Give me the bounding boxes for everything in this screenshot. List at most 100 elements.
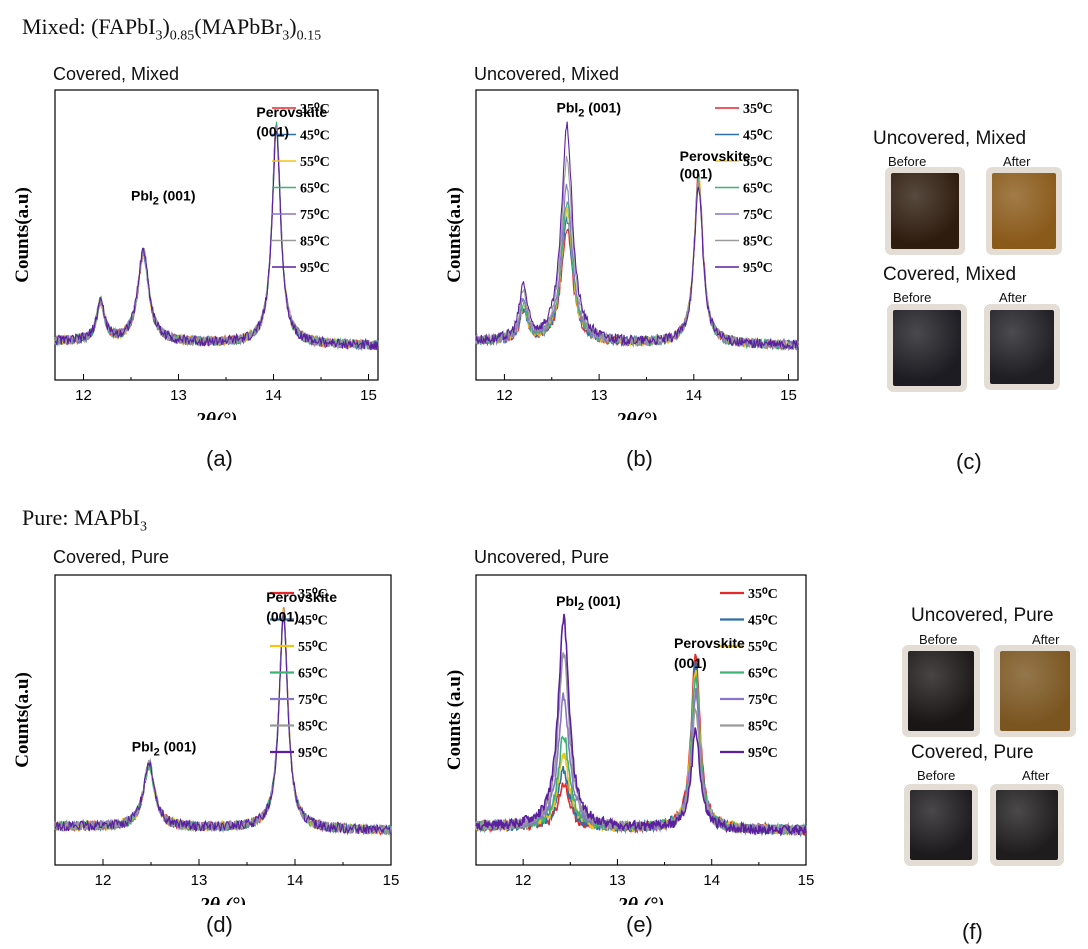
y-axis-label: Counts(a.u) — [12, 672, 33, 768]
legend-label: 35⁰C — [300, 102, 330, 117]
caption-f: (f) — [962, 919, 983, 944]
legend-label: 95⁰C — [743, 261, 773, 276]
peak-annotation: Perovskite — [674, 635, 745, 651]
series-line-55c — [54, 608, 392, 837]
x-tick-label: 15 — [383, 872, 400, 889]
caption-e: (e) — [626, 912, 653, 937]
legend-label: 55⁰C — [298, 640, 328, 655]
legend-label: 65⁰C — [743, 182, 773, 197]
photo-covered-mixed-before-label: Before — [893, 290, 932, 305]
photo-uncovered-pure-after — [1000, 651, 1070, 731]
legend-label: 55⁰C — [743, 155, 773, 170]
x-tick-label: 14 — [685, 387, 702, 404]
photo-covered-pure-title: Covered, Pure — [911, 742, 1034, 763]
photo-covered-mixed-after — [990, 310, 1054, 384]
photo-covered-pure-after-label: After — [1022, 768, 1050, 783]
peak-annotation: (001) — [674, 655, 707, 671]
legend-label: 95⁰C — [298, 746, 328, 761]
peak-annotation: (001) — [266, 609, 299, 625]
x-tick-label: 13 — [170, 387, 187, 404]
panel-b-title: Uncovered, Mixed — [474, 64, 620, 84]
legend-label: 45⁰C — [748, 614, 778, 629]
peak-annotation: Perovskite — [680, 148, 751, 164]
legend-label: 35⁰C — [298, 587, 328, 602]
x-tick-label: 14 — [703, 872, 720, 889]
plot-frame — [54, 89, 379, 381]
chart-uncovered-pure: 12 13 14 15 2θ (°) Counts (a.u) 35⁰C 45⁰C 55⁰C 65… — [444, 574, 815, 905]
legend-label: 35⁰C — [743, 102, 773, 117]
legend-label: 85⁰C — [743, 235, 773, 250]
peak-annotation: PbI2 (001) — [556, 593, 620, 613]
x-axis-label: 2θ (°) — [617, 894, 665, 905]
panel-e-title: Uncovered, Pure — [474, 547, 610, 567]
caption-c: (c) — [956, 449, 982, 474]
legend-label: 75⁰C — [743, 208, 773, 223]
x-tick-label: 13 — [591, 387, 608, 404]
x-tick-label: 15 — [360, 387, 377, 404]
photo-uncovered-mixed-before-label: Before — [888, 154, 927, 169]
photo-uncovered-pure-title: Uncovered, Pure — [911, 605, 1054, 626]
x-axis-label: 2θ (°) — [199, 894, 247, 905]
x-tick-label: 13 — [609, 872, 626, 889]
series-line-95c — [475, 121, 799, 351]
photo-covered-pure-before-label: Before — [917, 768, 956, 783]
x-tick-label: 12 — [515, 872, 532, 889]
caption-a: (a) — [206, 446, 233, 471]
legend-label: 45⁰C — [300, 129, 330, 144]
mixed-row-prefix: Mixed: — [22, 14, 92, 39]
series-line-85c — [54, 612, 392, 836]
legend-label: 85⁰C — [300, 235, 330, 250]
y-axis-label: Counts(a.u) — [444, 187, 465, 283]
photo-uncovered-mixed-after-label: After — [1003, 154, 1031, 169]
x-tick-label: 12 — [75, 387, 92, 404]
series-line-95c — [475, 613, 807, 837]
peak-annotation: PbI2 (001) — [557, 99, 621, 119]
mixed-row-formula: (FAPbI3)0.85(MAPbBr3)0.15 — [91, 14, 322, 44]
legend-label: 75⁰C — [298, 693, 328, 708]
legend-label: 85⁰C — [748, 720, 778, 735]
y-axis-label: Counts (a.u) — [444, 670, 465, 770]
x-tick-label: 14 — [265, 387, 282, 404]
photo-uncovered-mixed-title: Uncovered, Mixed — [873, 128, 1027, 149]
photo-uncovered-mixed-after — [992, 173, 1056, 249]
legend-label: 65⁰C — [300, 182, 330, 197]
pure-row-prefix: Pure: — [22, 505, 74, 530]
plot-frame — [54, 574, 392, 866]
x-tick-label: 14 — [287, 872, 304, 889]
peak-annotation: PbI2 (001) — [131, 187, 195, 207]
series-line-95c — [54, 130, 379, 350]
x-axis-label: 2θ(°) — [195, 409, 238, 420]
x-tick-label: 15 — [780, 387, 797, 404]
chart-covered-pure: 12 13 14 15 2θ (°) Counts(a.u) 35⁰C 45⁰C 55⁰C 65⁰… — [12, 574, 400, 905]
legend-label: 95⁰C — [748, 746, 778, 761]
x-tick-label: 15 — [798, 872, 815, 889]
mixed-row-title: Mixed: (FAPbI3)0.85(MAPbBr3)0.15 — [22, 14, 321, 44]
series-line-35c — [54, 607, 392, 836]
photo-covered-pure-before — [910, 790, 972, 860]
series-line-65c — [54, 616, 392, 836]
panel-a-title: Covered, Mixed — [53, 64, 180, 84]
legend-label: 65⁰C — [748, 667, 778, 682]
series-line-75c — [475, 688, 807, 837]
legend-label: 35⁰C — [748, 587, 778, 602]
pure-row-formula: MAPbI3 — [73, 505, 147, 535]
chart-covered-mixed: 12 13 14 15 2θ(°) Counts(a.u) 35⁰C 45⁰C 55⁰C 65⁰C… — [12, 89, 379, 420]
photo-uncovered-pure-after-label: After — [1032, 632, 1060, 647]
photo-uncovered-mixed-before — [891, 173, 959, 249]
photo-uncovered-pure-before — [908, 651, 974, 731]
legend-label: 65⁰C — [298, 667, 328, 682]
photo-covered-mixed-before — [893, 310, 961, 386]
legend-label: 55⁰C — [748, 640, 778, 655]
caption-d: (d) — [206, 912, 233, 937]
y-axis-label: Counts(a.u) — [12, 187, 33, 283]
caption-b: (b) — [626, 446, 653, 471]
peak-annotation: PbI2 (001) — [132, 738, 196, 758]
legend-label: 85⁰C — [298, 720, 328, 735]
legend-label: 95⁰C — [300, 261, 330, 276]
photo-uncovered-pure-before-label: Before — [919, 632, 958, 647]
legend-label: 75⁰C — [748, 693, 778, 708]
plot-frame — [475, 574, 807, 866]
legend-label: 45⁰C — [743, 129, 773, 144]
x-tick-label: 13 — [191, 872, 208, 889]
photo-covered-mixed-title: Covered, Mixed — [883, 264, 1017, 285]
